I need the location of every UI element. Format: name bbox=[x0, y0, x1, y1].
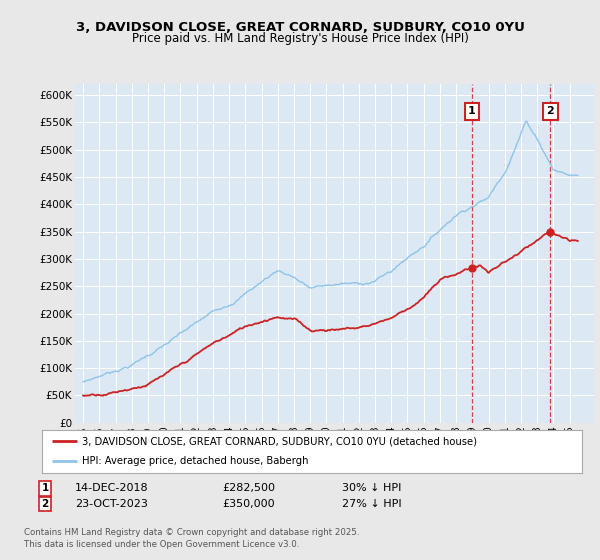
Text: 23-OCT-2023: 23-OCT-2023 bbox=[75, 499, 148, 509]
Text: 1: 1 bbox=[41, 483, 49, 493]
Text: 3, DAVIDSON CLOSE, GREAT CORNARD, SUDBURY, CO10 0YU: 3, DAVIDSON CLOSE, GREAT CORNARD, SUDBUR… bbox=[76, 21, 524, 34]
Text: £282,500: £282,500 bbox=[222, 483, 275, 493]
Text: 3, DAVIDSON CLOSE, GREAT CORNARD, SUDBURY, CO10 0YU (detached house): 3, DAVIDSON CLOSE, GREAT CORNARD, SUDBUR… bbox=[83, 436, 478, 446]
Text: 2: 2 bbox=[41, 499, 49, 509]
Text: 14-DEC-2018: 14-DEC-2018 bbox=[75, 483, 149, 493]
Text: 1: 1 bbox=[468, 106, 476, 116]
Text: Contains HM Land Registry data © Crown copyright and database right 2025.
This d: Contains HM Land Registry data © Crown c… bbox=[24, 528, 359, 549]
Text: Price paid vs. HM Land Registry's House Price Index (HPI): Price paid vs. HM Land Registry's House … bbox=[131, 32, 469, 45]
Text: 30% ↓ HPI: 30% ↓ HPI bbox=[342, 483, 401, 493]
Text: 2: 2 bbox=[547, 106, 554, 116]
Text: 27% ↓ HPI: 27% ↓ HPI bbox=[342, 499, 401, 509]
Text: HPI: Average price, detached house, Babergh: HPI: Average price, detached house, Babe… bbox=[83, 456, 309, 466]
Text: £350,000: £350,000 bbox=[222, 499, 275, 509]
